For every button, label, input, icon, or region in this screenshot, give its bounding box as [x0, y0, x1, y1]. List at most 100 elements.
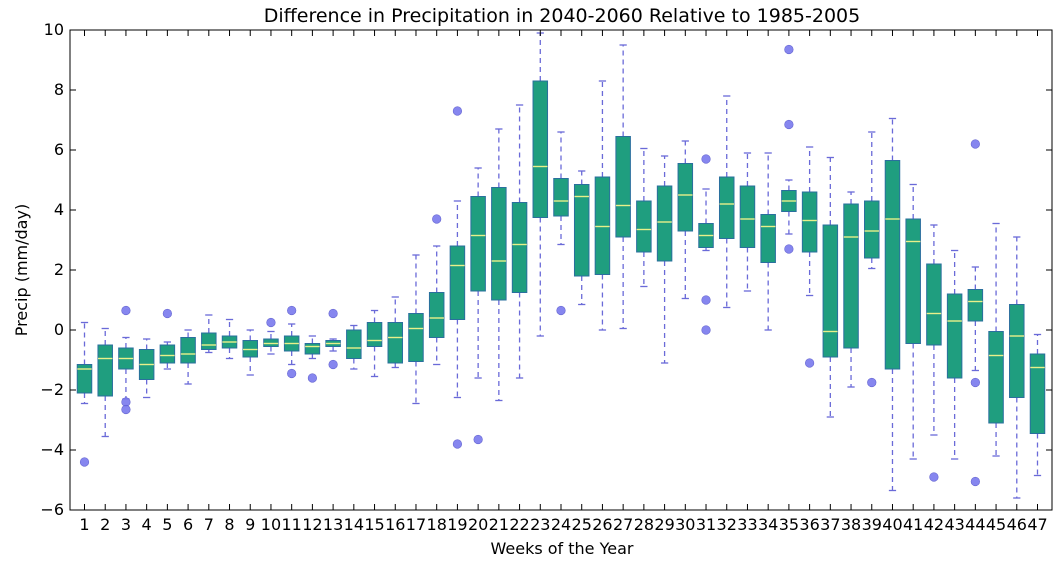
- box-week-17: [408, 254, 424, 405]
- x-tick-label: 6: [183, 515, 193, 534]
- box-iqr: [532, 80, 549, 218]
- y-tick-label: −4: [40, 440, 64, 459]
- outlier-point: [701, 295, 711, 305]
- outlier-point: [929, 472, 939, 482]
- box-week-13: [325, 308, 341, 370]
- x-tick-label: 26: [592, 515, 612, 534]
- outlier-point: [328, 308, 338, 319]
- box-week-12: [304, 335, 321, 383]
- box-week-31: [698, 154, 714, 335]
- y-tick-label: 8: [54, 80, 64, 99]
- outlier-point: [121, 305, 131, 316]
- x-tick-label: 42: [924, 515, 944, 534]
- x-tick-label: 22: [509, 515, 529, 534]
- box-iqr: [511, 202, 528, 293]
- outlier-point: [287, 305, 297, 316]
- box-week-23: [532, 32, 549, 337]
- outlier-point: [556, 305, 566, 316]
- x-tick-label: 29: [654, 515, 674, 534]
- box-week-28: [636, 147, 652, 288]
- box-iqr: [408, 313, 424, 362]
- box-week-11: [283, 305, 300, 379]
- x-tick-label: 30: [675, 515, 695, 534]
- plot-area: [76, 32, 1046, 499]
- box-iqr: [180, 337, 196, 364]
- box-week-33: [739, 152, 756, 292]
- x-tick-label: 15: [364, 515, 384, 534]
- box-week-40: [884, 117, 901, 492]
- box-week-16: [387, 296, 404, 369]
- x-tick-label: 32: [717, 515, 737, 534]
- x-tick-label: 39: [862, 515, 882, 534]
- x-tick-label: 33: [737, 515, 757, 534]
- x-tick-label: 8: [224, 515, 234, 534]
- box-iqr: [449, 245, 466, 320]
- x-tick-label: 38: [841, 515, 861, 534]
- box-iqr: [76, 364, 93, 394]
- y-tick-label: −2: [40, 380, 64, 399]
- x-tick-label: 41: [903, 515, 923, 534]
- x-tick-label: 13: [323, 515, 343, 534]
- box-week-44: [967, 139, 984, 487]
- y-axis-label: Precip (mm/day): [12, 204, 31, 336]
- outlier-point: [121, 404, 131, 415]
- box-iqr: [739, 185, 756, 248]
- box-iqr: [1009, 304, 1025, 398]
- x-tick-label: 16: [385, 515, 405, 534]
- x-axis-label: Weeks of the Year: [491, 539, 634, 558]
- x-tick-label: 7: [204, 515, 214, 534]
- box-week-4: [138, 338, 155, 399]
- box-iqr: [97, 344, 113, 397]
- box-week-22: [511, 104, 528, 379]
- box-iqr: [159, 344, 176, 364]
- box-week-6: [180, 329, 196, 385]
- outlier-point: [162, 308, 172, 319]
- box-iqr: [905, 218, 921, 344]
- x-tick-label: 35: [779, 515, 799, 534]
- box-week-37: [822, 156, 839, 418]
- box-iqr: [387, 322, 404, 364]
- box-iqr: [656, 185, 673, 262]
- outlier-point: [432, 214, 442, 224]
- x-tick-label: 9: [245, 515, 255, 534]
- box-week-27: [615, 44, 631, 330]
- x-ticks: 1 2 3 4 5 6 7 8 9 10 11 12 13 14 15 16 17 18 19 20 21 22 23 24 2…: [79, 30, 1048, 534]
- box-iqr: [346, 329, 362, 359]
- box-week-3: [118, 305, 134, 415]
- x-tick-label: 43: [944, 515, 964, 534]
- chart-title: Difference in Precipitation in 2040-2060…: [264, 5, 860, 27]
- box-iqr: [615, 136, 631, 238]
- box-week-41: [905, 183, 921, 460]
- box-iqr: [263, 338, 279, 347]
- box-iqr: [843, 203, 859, 349]
- box-week-30: [677, 140, 694, 300]
- box-iqr: [926, 263, 942, 346]
- box-iqr: [242, 340, 258, 358]
- x-tick-label: 2: [100, 515, 110, 534]
- x-tick-label: 27: [613, 515, 633, 534]
- x-tick-label: 24: [551, 515, 571, 534]
- box-week-14: [346, 324, 362, 370]
- x-tick-label: 44: [965, 515, 985, 534]
- box-week-25: [573, 170, 590, 306]
- box-iqr: [822, 224, 839, 358]
- outlier-point: [970, 139, 980, 149]
- box-week-42: [926, 224, 942, 482]
- x-tick-label: 11: [281, 515, 301, 534]
- box-iqr: [470, 196, 486, 292]
- y-tick-label: −6: [40, 500, 64, 519]
- x-tick-label: 25: [572, 515, 592, 534]
- box-iqr: [1029, 353, 1046, 434]
- x-tick-label: 20: [468, 515, 488, 534]
- box-week-15: [366, 309, 383, 378]
- outlier-point: [79, 457, 90, 467]
- x-tick-label: 45: [986, 515, 1006, 534]
- box-week-5: [159, 308, 176, 370]
- y-tick-label: 2: [54, 260, 64, 279]
- box-iqr: [884, 160, 901, 370]
- box-iqr: [801, 191, 818, 253]
- x-tick-label: 28: [634, 515, 654, 534]
- box-week-36: [801, 146, 818, 368]
- y-tick-label: 10: [44, 20, 64, 39]
